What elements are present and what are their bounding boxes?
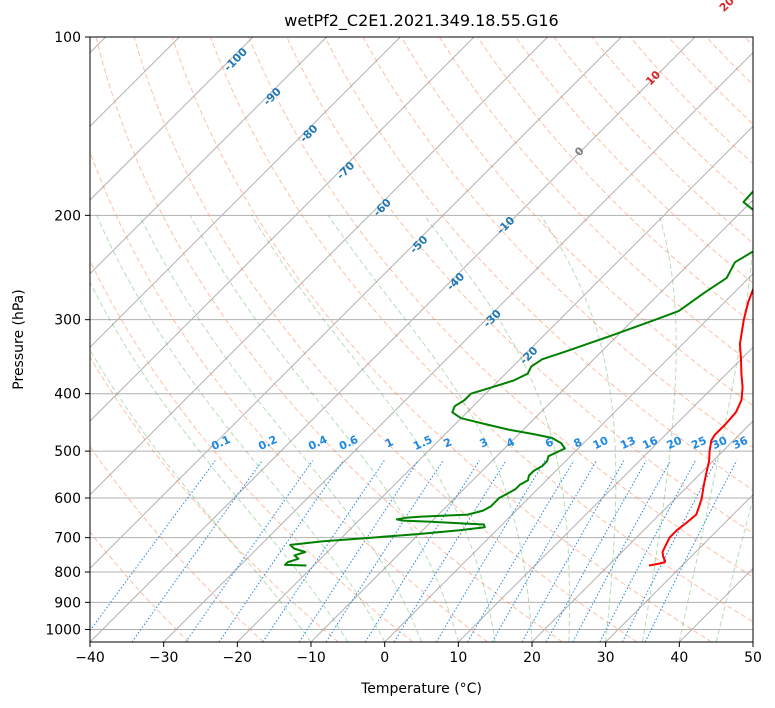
y-tick-label: 300 (54, 313, 81, 329)
moist-adiabat-line (540, 215, 617, 642)
dry-adiabat-line (438, 37, 753, 366)
x-tick-label: 0 (380, 650, 389, 666)
background-lines (90, 37, 753, 642)
y-tick-label: 800 (54, 565, 81, 581)
moist-adiabat-line (90, 281, 349, 642)
x-tick-label: −40 (75, 650, 105, 666)
isotherm-gridline (163, 51, 753, 642)
dry-adiabat-line (553, 37, 753, 244)
dry-adiabat-line (90, 531, 190, 642)
mixing-ratio-line (262, 460, 385, 642)
mixing-ratio-line (325, 460, 444, 642)
mixing-ratio-line (644, 460, 738, 642)
isotherm-gridline (90, 37, 549, 496)
y-tick-label: 500 (54, 444, 81, 460)
dry-adiabat-line (362, 37, 753, 449)
mixing-ratio-line (545, 460, 647, 642)
dry-adiabat-line (171, 37, 712, 642)
moist-adiabat-line (251, 215, 496, 642)
dry-adiabat-line (90, 259, 414, 642)
isotherm-gridline (384, 272, 753, 642)
isotherm-gridline (90, 37, 254, 201)
dry-adiabat-line (324, 37, 753, 491)
dry-adiabat-line (477, 37, 753, 325)
y-tick-label: 600 (54, 491, 81, 507)
mixing-ratio-label: 16 (640, 434, 660, 452)
mixing-ratio-line (218, 460, 344, 642)
moist-adiabat-line (90, 349, 312, 642)
y-axis-label: Pressure (hPa) (11, 289, 27, 389)
moist-adiabat-line (715, 497, 753, 642)
dry-adiabat-line (286, 37, 753, 534)
x-tick-label: 40 (670, 650, 688, 666)
mixing-ratio-line (435, 460, 546, 642)
y-tick-label: 200 (54, 208, 81, 224)
moist-adiabat-line (678, 238, 753, 642)
data-series (284, 189, 753, 567)
x-tick-label: 50 (744, 650, 762, 666)
dry-adiabat-line (248, 37, 753, 578)
mixing-ratio-line (393, 460, 507, 642)
moist-adiabat-line (423, 215, 570, 642)
dewpoint-profile-line (284, 189, 753, 567)
isotherm-gridline (90, 37, 328, 275)
mixing-ratio-line (90, 460, 216, 632)
plot-frame (89, 36, 754, 643)
mixing-ratio-label: 10 (591, 434, 611, 452)
y-tick-label: 100 (54, 30, 81, 46)
mixing-ratio-label: 30 (710, 434, 730, 452)
mixing-ratio-label: 13 (618, 434, 637, 452)
isotherm-gridline (90, 37, 622, 570)
isotherm-gridline (90, 37, 401, 349)
dry-adiabat-line (90, 356, 339, 642)
x-tick-label: −10 (296, 650, 326, 666)
adiabat-label: 20 (717, 0, 737, 14)
moist-adiabat-line (642, 215, 677, 642)
moist-adiabat-line (138, 215, 422, 642)
mixing-ratio-line (298, 460, 419, 642)
mixing-ratio-line (621, 460, 717, 642)
x-tick-label: 10 (449, 650, 467, 666)
plot-background (90, 37, 753, 642)
x-tick-label: −20 (223, 650, 253, 666)
isotherm-gridline (752, 641, 753, 642)
dry-adiabat-line (210, 37, 753, 623)
dry-adiabat-line (400, 37, 753, 407)
dry-adiabat-line (95, 37, 563, 642)
x-tick-label: −30 (149, 650, 179, 666)
dry-adiabat-line (133, 37, 638, 642)
mixing-ratio-label: 20 (665, 434, 685, 452)
mixing-ratio-line (467, 460, 575, 642)
y-tick-label: 900 (54, 595, 81, 611)
mixing-ratio-line (599, 460, 696, 642)
y-tick-label: 700 (54, 531, 81, 547)
mixing-ratio-label: 25 (689, 434, 708, 452)
mixing-ratio-label: 36 (731, 434, 751, 452)
isotherm-gridline (531, 420, 753, 642)
mixing-ratio-line (572, 460, 672, 642)
isotherm-gridline (90, 37, 696, 642)
dry-adiabat-line (90, 150, 488, 642)
mixing-ratio-line (131, 460, 263, 642)
isotherm-gridline (605, 493, 753, 642)
mixing-ratio-line (364, 460, 480, 642)
y-tick-label: 400 (54, 387, 81, 403)
chart-title: wetPf2_C2E1.2021.349.18.55.G16 (284, 11, 558, 31)
x-tick-label: 20 (523, 650, 541, 666)
isotherm-gridline (457, 346, 753, 642)
x-tick-label: 30 (597, 650, 615, 666)
axes: −40 −30 −20 −10 0 10 20 30 40 50 1000 900 800 700 600 5… (45, 30, 762, 666)
temperature-profile-line (648, 286, 753, 567)
isotherm-gridline (90, 37, 475, 422)
moist-adiabat-line (189, 215, 459, 642)
x-axis-label: Temperature (°C) (360, 681, 482, 697)
dry-adiabat-line (591, 37, 753, 204)
moist-adiabat-line (96, 215, 386, 642)
y-tick-label: 1000 (45, 622, 81, 638)
